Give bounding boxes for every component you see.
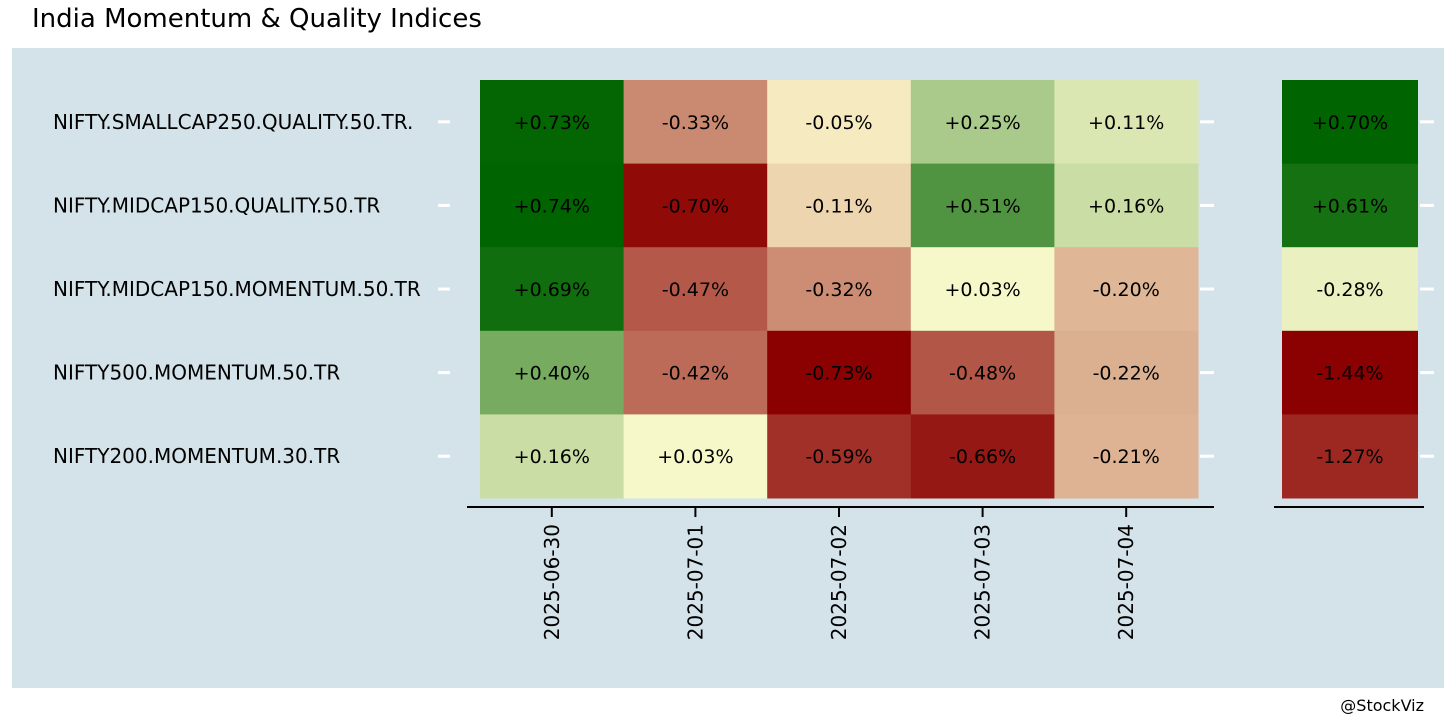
heatmap-cell bbox=[623, 80, 768, 165]
summary-cell bbox=[1282, 80, 1418, 165]
cell-value-label: +0.11% bbox=[1088, 112, 1164, 134]
row-labels: NIFTY.SMALLCAP250.QUALITY.50.TR. NIFTY.MI… bbox=[53, 110, 1434, 468]
heatmap-cell bbox=[480, 163, 625, 248]
summary-value-label: -1.27% bbox=[1316, 446, 1383, 468]
summary-cell bbox=[1282, 247, 1418, 332]
x-tick-label: 2025-07-04 bbox=[1114, 524, 1138, 640]
cell-value-label: +0.25% bbox=[944, 112, 1020, 134]
cell-value-label: -0.32% bbox=[805, 279, 872, 301]
cell-value-label: +0.51% bbox=[944, 195, 1020, 217]
x-axis: 2025-06-30 2025-07-01 2025-07-02 2025-07-03… bbox=[467, 506, 1424, 640]
x-tick-label: 2025-07-02 bbox=[827, 524, 851, 640]
heatmap-cell bbox=[910, 414, 1055, 499]
heatmap-cell bbox=[910, 80, 1055, 165]
heatmap-cell bbox=[480, 414, 625, 499]
chart-panel: +0.73% -0.33% -0.05% +0.25% +0.11% +0.74% -0.7… bbox=[12, 48, 1444, 688]
cell-value-label: +0.03% bbox=[657, 446, 733, 468]
cell-value-label: +0.69% bbox=[514, 279, 590, 301]
cell-value-label: +0.16% bbox=[1088, 195, 1164, 217]
summary-value-label: -1.44% bbox=[1316, 363, 1383, 385]
heatmap-cell bbox=[1054, 330, 1199, 415]
credit-text: @StockViz bbox=[1340, 696, 1424, 715]
heatmap-cell bbox=[1054, 80, 1199, 165]
heatmap-cell bbox=[480, 80, 625, 165]
row-label: NIFTY500.MOMENTUM.50.TR bbox=[53, 361, 340, 385]
cell-value-label: -0.70% bbox=[662, 195, 729, 217]
cell-value-label: -0.42% bbox=[662, 363, 729, 385]
heatmap-cell bbox=[623, 330, 768, 415]
heatmap-cell bbox=[910, 163, 1055, 248]
cell-value-label: -0.47% bbox=[662, 279, 729, 301]
summary-cell bbox=[1282, 163, 1418, 248]
heatmap-cell bbox=[767, 414, 912, 499]
heatmap-cell bbox=[480, 247, 625, 332]
heatmap-cell bbox=[767, 330, 912, 415]
row-label: NIFTY200.MOMENTUM.30.TR bbox=[53, 444, 340, 468]
row-label: NIFTY.MIDCAP150.QUALITY.50.TR bbox=[53, 193, 380, 217]
cell-value-label: -0.48% bbox=[949, 363, 1016, 385]
cell-value-label: +0.16% bbox=[514, 446, 590, 468]
heatmap-cell bbox=[1054, 163, 1199, 248]
x-tick-label: 2025-07-03 bbox=[971, 524, 995, 640]
row-label: NIFTY.SMALLCAP250.QUALITY.50.TR. bbox=[53, 110, 413, 134]
page-title: India Momentum & Quality Indices bbox=[32, 4, 482, 34]
heatmap-cell bbox=[1054, 247, 1199, 332]
cell-value-label: -0.66% bbox=[949, 446, 1016, 468]
heatmap-cell bbox=[1054, 414, 1199, 499]
heatmap-cell bbox=[767, 247, 912, 332]
heatmap-cell bbox=[910, 330, 1055, 415]
cell-value-label: -0.59% bbox=[805, 446, 872, 468]
heatmap-cell bbox=[767, 163, 912, 248]
heatmap-cell bbox=[910, 247, 1055, 332]
heatmap-cell bbox=[623, 247, 768, 332]
cell-value-label: -0.11% bbox=[805, 195, 872, 217]
x-tick-label: 2025-07-01 bbox=[683, 524, 707, 640]
summary-value-label: -0.28% bbox=[1316, 279, 1383, 301]
summary-value-label: +0.61% bbox=[1312, 195, 1388, 217]
cell-value-label: -0.33% bbox=[662, 112, 729, 134]
main-heatmap: +0.73% -0.33% -0.05% +0.25% +0.11% +0.74% -0.7… bbox=[480, 80, 1199, 499]
cell-value-label: -0.22% bbox=[1093, 363, 1160, 385]
cell-value-label: -0.20% bbox=[1093, 279, 1160, 301]
cell-value-label: +0.74% bbox=[514, 195, 590, 217]
cell-value-label: -0.05% bbox=[805, 112, 872, 134]
cell-value-label: -0.73% bbox=[805, 363, 872, 385]
cell-value-label: +0.73% bbox=[514, 112, 590, 134]
cell-value-label: -0.21% bbox=[1093, 446, 1160, 468]
heatmap-chart: +0.73% -0.33% -0.05% +0.25% +0.11% +0.74% -0.7… bbox=[53, 80, 1434, 640]
cell-value-label: +0.03% bbox=[944, 279, 1020, 301]
summary-cell bbox=[1282, 330, 1418, 415]
heatmap-cell bbox=[480, 330, 625, 415]
heatmap-cell bbox=[767, 80, 912, 165]
summary-value-label: +0.70% bbox=[1312, 112, 1388, 134]
cell-value-label: +0.40% bbox=[514, 363, 590, 385]
x-tick-label: 2025-06-30 bbox=[540, 524, 564, 640]
heatmap-cell bbox=[623, 163, 768, 248]
summary-heatmap: +0.70% +0.61% -0.28% -1.44% -1.27% bbox=[1282, 80, 1418, 499]
row-label: NIFTY.MIDCAP150.MOMENTUM.50.TR bbox=[53, 277, 421, 301]
summary-cell bbox=[1282, 414, 1418, 499]
heatmap-cell bbox=[623, 414, 768, 499]
